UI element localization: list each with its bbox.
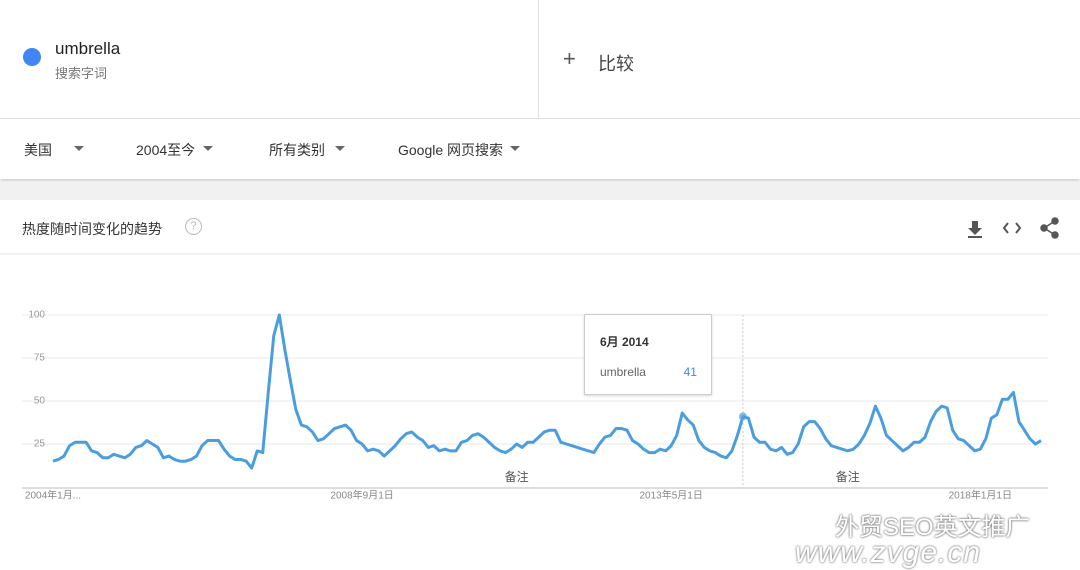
y-tick-label: 100 (28, 310, 45, 321)
filter-bar (0, 119, 1080, 179)
card-title: 热度随时间变化的趋势 (22, 221, 162, 237)
dropdown-arrow[interactable] (203, 146, 213, 151)
y-tick-label: 25 (34, 439, 46, 450)
hover-point (738, 412, 747, 421)
filter-region[interactable]: 美国 (24, 142, 52, 158)
y-tick-label: 75 (34, 353, 46, 364)
compare-button[interactable]: 比较 (598, 54, 634, 74)
divider (538, 0, 539, 118)
tooltip-value: 41 (683, 365, 697, 379)
dropdown-arrow[interactable] (335, 146, 345, 151)
watermark-url: www.zvge.cn (795, 536, 982, 569)
filter-property[interactable]: Google 网页搜索 (398, 142, 504, 158)
help-icon[interactable]: ? (185, 218, 202, 235)
annotation: 备注 (836, 469, 860, 484)
x-tick-label: 2004年1月... (25, 489, 81, 502)
term-caption: 搜索字词 (55, 66, 108, 81)
watermark: 外贸SEO英文推广 (835, 514, 1030, 541)
tooltip: 6月 2014 umbrella 41 (583, 314, 712, 395)
tooltip-series: umbrella (599, 365, 646, 379)
x-tick-label: 2008年9月1日 (330, 489, 393, 502)
x-tick-label: 2013年5月1日 (640, 489, 703, 502)
line-series (52, 313, 1042, 470)
annotation: 备注 (505, 469, 529, 484)
dropdown-arrow[interactable] (510, 146, 520, 151)
download-icon[interactable] (968, 221, 982, 238)
filter-category[interactable]: 所有类别 (269, 142, 325, 158)
embed-icon[interactable] (1002, 222, 1022, 234)
plus-icon[interactable]: + (563, 46, 576, 71)
search-header (0, 0, 1080, 119)
y-tick-label: 50 (34, 396, 46, 407)
gap (0, 182, 1080, 200)
filter-time[interactable]: 2004至今 (136, 142, 196, 158)
term-dot (23, 48, 41, 66)
share-icon[interactable] (1040, 217, 1059, 239)
dropdown-arrow[interactable] (74, 146, 84, 151)
x-tick-label: 2018年1月1日 (949, 489, 1012, 502)
search-term[interactable]: umbrella (55, 39, 121, 58)
tooltip-title: 6月 2014 (599, 335, 649, 349)
